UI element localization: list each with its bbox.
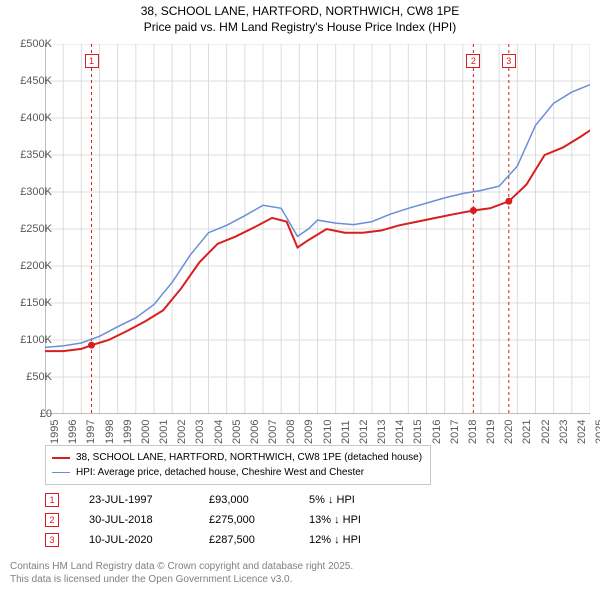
event-price: £93,000 [209,494,309,506]
x-tick-label: 2004 [213,420,225,444]
event-row: 3 10-JUL-2020£287,50012% ↓ HPI [45,530,409,550]
legend-swatch [52,457,70,459]
event-date: 10-JUL-2020 [89,534,209,546]
event-marker: 2 [45,513,59,527]
x-tick-label: 1998 [104,420,116,444]
event-marker-box: 1 [85,54,99,68]
y-tick-label: £100K [20,334,52,346]
legend-item: 38, SCHOOL LANE, HARTFORD, NORTHWICH, CW… [52,450,422,465]
event-marker-box: 2 [466,54,480,68]
event-diff: 13% ↓ HPI [309,514,409,526]
x-tick-label: 2017 [449,420,461,444]
footer-line2: This data is licensed under the Open Gov… [10,573,353,586]
legend-item: HPI: Average price, detached house, Ches… [52,465,422,480]
footer-line1: Contains HM Land Registry data © Crown c… [10,560,353,573]
x-tick-label: 2014 [394,420,406,444]
chart-area [45,44,590,414]
y-tick-label: £450K [20,75,52,87]
y-tick-label: £200K [20,260,52,272]
y-tick-label: £0 [40,408,52,420]
event-date: 30-JUL-2018 [89,514,209,526]
x-tick-label: 1996 [67,420,79,444]
y-tick-label: £350K [20,149,52,161]
x-tick-label: 2012 [358,420,370,444]
x-tick-label: 2018 [467,420,479,444]
event-row: 1 23-JUL-1997£93,0005% ↓ HPI [45,490,409,510]
x-tick-label: 2005 [231,420,243,444]
chart-title-line2: Price paid vs. HM Land Registry's House … [0,20,600,36]
event-diff: 5% ↓ HPI [309,494,409,506]
x-tick-label: 2020 [503,420,515,444]
chart-title-line1: 38, SCHOOL LANE, HARTFORD, NORTHWICH, CW… [0,4,600,20]
x-tick-label: 2023 [558,420,570,444]
legend: 38, SCHOOL LANE, HARTFORD, NORTHWICH, CW… [45,445,431,485]
x-tick-label: 2001 [158,420,170,444]
x-tick-label: 2009 [303,420,315,444]
y-tick-label: £150K [20,297,52,309]
event-price: £275,000 [209,514,309,526]
x-tick-label: 2002 [176,420,188,444]
x-tick-label: 1999 [122,420,134,444]
y-tick-label: £500K [20,38,52,50]
x-tick-label: 2021 [521,420,533,444]
event-date: 23-JUL-1997 [89,494,209,506]
chart-svg [45,44,590,414]
y-tick-label: £50K [26,371,52,383]
events-table: 1 23-JUL-1997£93,0005% ↓ HPI 2 30-JUL-2018£… [45,490,409,550]
x-tick-label: 2022 [540,420,552,444]
x-tick-label: 1997 [85,420,97,444]
y-tick-label: £400K [20,112,52,124]
x-tick-label: 2008 [285,420,297,444]
event-diff: 12% ↓ HPI [309,534,409,546]
x-tick-label: 2016 [431,420,443,444]
x-tick-label: 2025 [594,420,600,444]
x-tick-label: 2007 [267,420,279,444]
x-tick-label: 2006 [249,420,261,444]
x-tick-label: 2024 [576,420,588,444]
legend-swatch [52,472,70,473]
x-tick-label: 2015 [412,420,424,444]
x-tick-label: 2019 [485,420,497,444]
x-tick-label: 2013 [376,420,388,444]
x-tick-label: 1995 [49,420,61,444]
x-tick-label: 2000 [140,420,152,444]
event-marker: 3 [45,533,59,547]
event-marker: 1 [45,493,59,507]
event-marker-box: 3 [502,54,516,68]
legend-label: HPI: Average price, detached house, Ches… [76,465,364,480]
x-tick-label: 2003 [194,420,206,444]
x-tick-label: 2011 [340,420,352,444]
event-price: £287,500 [209,534,309,546]
legend-label: 38, SCHOOL LANE, HARTFORD, NORTHWICH, CW… [76,450,422,465]
y-tick-label: £250K [20,223,52,235]
x-tick-label: 2010 [322,420,334,444]
event-row: 2 30-JUL-2018£275,00013% ↓ HPI [45,510,409,530]
y-tick-label: £300K [20,186,52,198]
footer: Contains HM Land Registry data © Crown c… [10,560,353,586]
